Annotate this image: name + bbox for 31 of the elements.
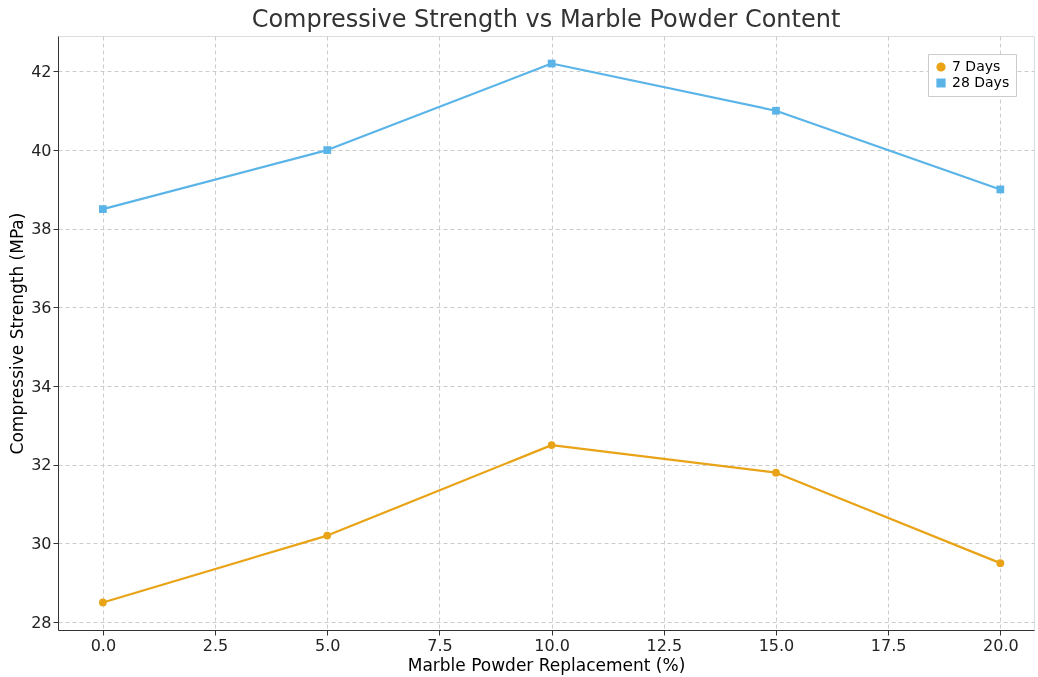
point [323, 146, 332, 154]
x-tick-label: 15.0 [758, 635, 795, 655]
y-tick-label: 38 [31, 219, 52, 239]
point [99, 598, 107, 607]
legend-label: 28 Days [952, 74, 1010, 90]
point [547, 441, 556, 449]
point [996, 185, 1005, 194]
y-tick-label: 28 [31, 612, 52, 632]
x-tick-label: 12.5 [646, 635, 683, 655]
y-tick-label: 32 [31, 455, 52, 475]
point [772, 106, 780, 115]
x-tick-label: 2.5 [202, 635, 229, 655]
point [996, 559, 1005, 567]
y-tick-label: 30 [31, 533, 52, 553]
point [99, 205, 107, 213]
y-tick-label: 36 [31, 297, 52, 317]
x-tick-label: 17.5 [870, 635, 907, 655]
x-tick-label: 0.0 [90, 635, 117, 655]
y-tick-label: 42 [31, 61, 52, 81]
x-tick-label: 20.0 [983, 635, 1019, 655]
x-tick-label: 7.5 [427, 635, 453, 655]
x-axis-title: Marble Powder Replacement (%) [407, 654, 686, 675]
x-tick-label: 5.0 [315, 635, 341, 655]
y-tick-label: 34 [31, 376, 52, 396]
point [772, 468, 780, 477]
y-tick-label: 40 [31, 140, 52, 160]
point [323, 531, 332, 540]
legend-label: 7 Days [952, 58, 1001, 74]
x-tick-label: 10.0 [534, 635, 570, 655]
y-axis-title: Compressive Strength (MPa) [7, 212, 28, 455]
chart-title: Compressive Strength vs Marble Powder Content [251, 5, 841, 33]
